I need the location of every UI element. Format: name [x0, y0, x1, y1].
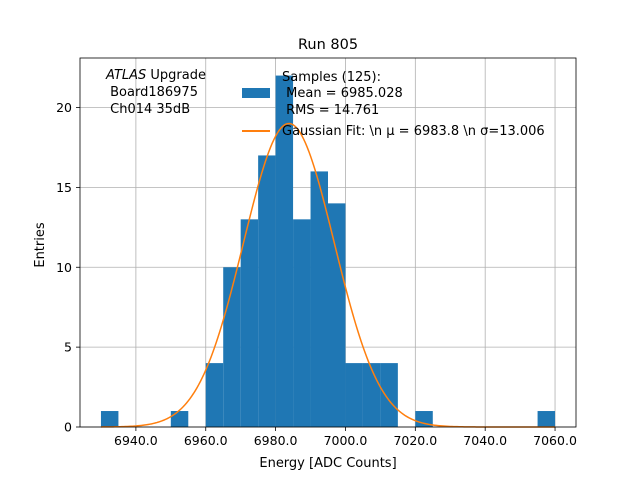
annotation-upgrade-label: Upgrade: [146, 68, 206, 83]
y-tick-label: 5: [64, 340, 72, 355]
histogram-bar: [328, 203, 346, 427]
legend-samples-line-2: Mean = 6985.028: [282, 86, 403, 101]
histogram-bar: [380, 363, 398, 427]
histogram-bar: [100, 411, 119, 427]
histogram-bars: [100, 75, 556, 428]
histogram-bar: [293, 219, 311, 427]
legend: Samples (125): Mean = 6985.028 RMS = 14.…: [242, 70, 545, 139]
legend-samples-line-1: Samples (125):: [282, 70, 381, 85]
chart-title: Run 805: [298, 37, 358, 53]
y-tick-label: 15: [56, 180, 72, 195]
x-tick-label: 6940.0: [114, 433, 158, 448]
x-axis-label: Energy [ADC Counts]: [259, 456, 396, 471]
histogram-bar: [310, 171, 328, 427]
y-axis-label: Entries: [33, 222, 48, 268]
histogram-bar: [415, 411, 433, 427]
annotation-line-2: Board186975: [106, 85, 198, 100]
histogram-bar: [170, 411, 189, 427]
histogram-bar: [362, 363, 381, 427]
axes-frame: [79, 57, 577, 428]
atlas-annotation: ATLAS Upgrade Board186975 Ch014 35dB: [105, 68, 206, 117]
y-tick-label: 10: [56, 260, 72, 275]
x-tick-label: 7040.0: [463, 433, 507, 448]
histogram-bar: [258, 155, 276, 427]
x-tick-label: 6980.0: [254, 433, 298, 448]
x-tick-label: 7060.0: [533, 433, 577, 448]
y-tick-label: 20: [56, 100, 72, 115]
annotation-atlas-label: ATLAS: [105, 68, 146, 83]
x-tick-label: 7020.0: [393, 433, 437, 448]
legend-samples-line-3: RMS = 14.761: [282, 103, 379, 118]
annotation-line-1: ATLAS Upgrade: [105, 68, 206, 83]
y-axis-ticks: 0 5 10 15 20: [56, 100, 80, 435]
x-tick-label: 7000.0: [324, 433, 368, 448]
histogram-bar: [240, 219, 259, 427]
annotation-line-3: Ch014 35dB: [106, 102, 190, 117]
y-tick-label: 0: [64, 420, 72, 435]
histogram-bar: [537, 411, 556, 427]
legend-samples-swatch: [242, 88, 270, 98]
histogram-bar: [205, 363, 224, 427]
histogram-bar: [345, 363, 363, 427]
histogram-bar: [275, 75, 294, 428]
x-axis-ticks: 6940.0 6960.0 6980.0 7000.0 7020.0 7040.0 7060…: [114, 427, 577, 448]
x-tick-label: 6960.0: [184, 433, 228, 448]
legend-fit-label: Gaussian Fit: \n μ = 6983.8 \n σ=13.006: [282, 124, 545, 139]
